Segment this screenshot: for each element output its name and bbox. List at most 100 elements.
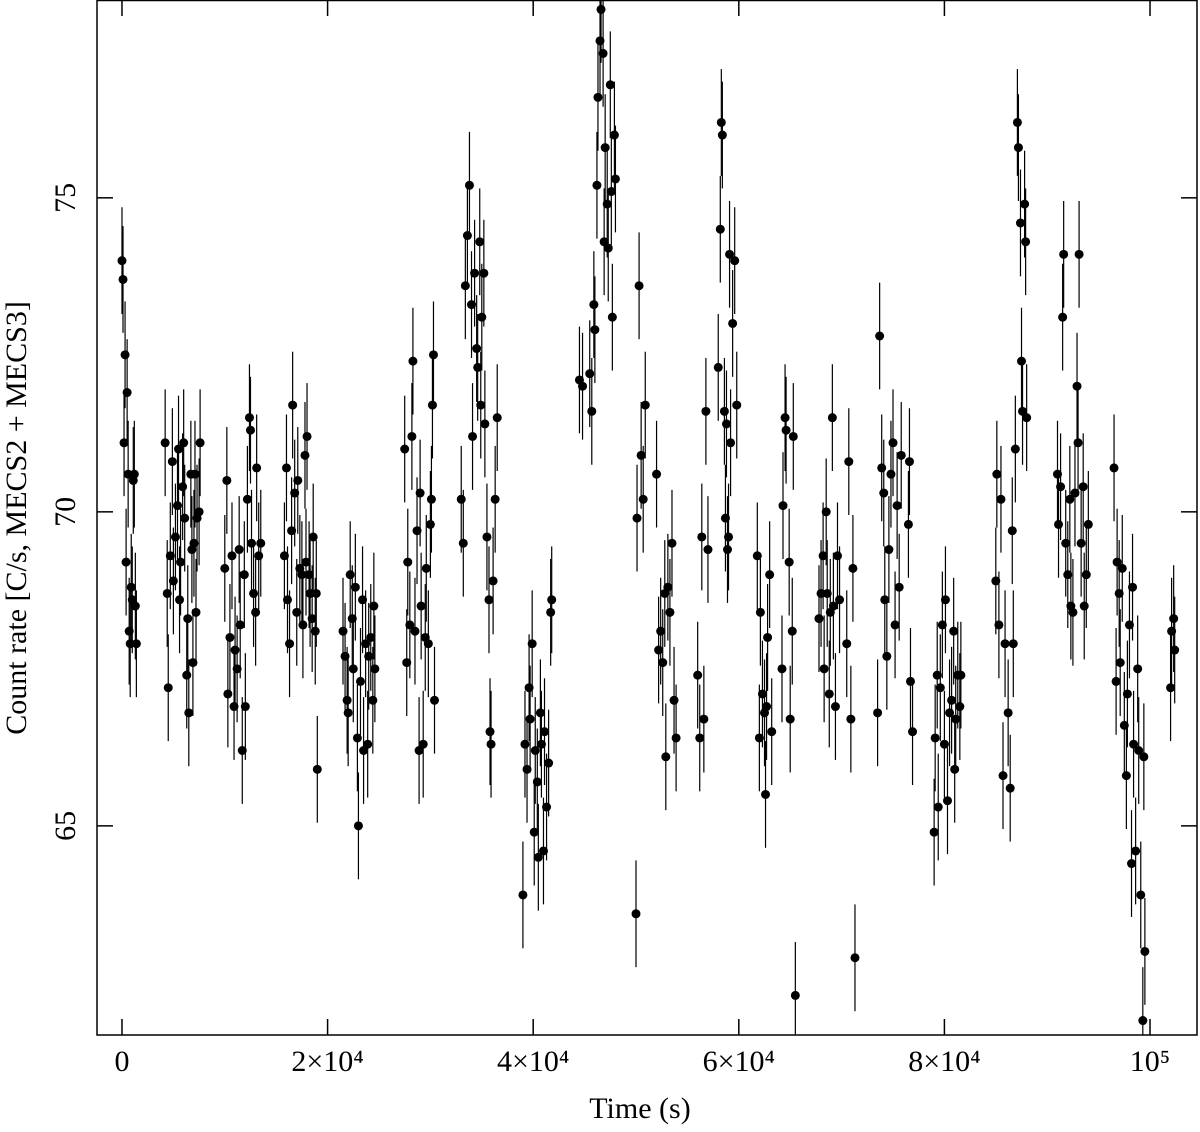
- data-point: [227, 551, 237, 561]
- data-point: [425, 519, 435, 529]
- data-point: [1007, 526, 1017, 536]
- data-point: [117, 256, 127, 266]
- data-point: [763, 632, 773, 642]
- data-point: [1115, 658, 1125, 668]
- data-point: [304, 570, 314, 580]
- data-point: [780, 413, 790, 423]
- data-point: [421, 563, 431, 573]
- data-point: [477, 312, 487, 322]
- x-tick-label: 0: [114, 1045, 129, 1078]
- data-point: [634, 281, 644, 291]
- data-point: [903, 519, 913, 529]
- data-point: [578, 381, 588, 391]
- data-point: [473, 362, 483, 372]
- data-point: [160, 438, 170, 448]
- data-point: [695, 733, 705, 743]
- data-point: [482, 532, 492, 542]
- data-point: [693, 670, 703, 680]
- data-point: [991, 576, 1001, 586]
- data-point: [484, 595, 494, 605]
- data-point: [1008, 639, 1018, 649]
- data-point: [234, 545, 244, 555]
- data-point: [418, 739, 428, 749]
- data-point: [1059, 249, 1069, 259]
- data-point: [699, 714, 709, 724]
- data-point: [184, 708, 194, 718]
- data-point: [713, 362, 723, 372]
- data-point: [939, 739, 949, 749]
- data-point: [951, 714, 961, 724]
- data-point: [842, 639, 852, 649]
- data-point: [994, 620, 1004, 630]
- data-point: [242, 494, 252, 504]
- data-point: [352, 733, 362, 743]
- data-point: [311, 588, 321, 598]
- data-point: [667, 538, 677, 548]
- data-point: [894, 582, 904, 592]
- data-point: [937, 620, 947, 630]
- data-point: [1169, 614, 1179, 624]
- data-point: [755, 607, 765, 617]
- data-point: [300, 450, 310, 460]
- data-point: [730, 256, 740, 266]
- data-point: [366, 632, 376, 642]
- data-point: [1010, 444, 1020, 454]
- data-point: [589, 300, 599, 310]
- data-point: [426, 494, 436, 504]
- data-point: [1063, 570, 1073, 580]
- data-point: [525, 714, 535, 724]
- data-point: [190, 469, 200, 479]
- data-point: [368, 695, 378, 705]
- x-tick-label: 2×10⁴: [291, 1045, 363, 1078]
- data-point: [654, 645, 664, 655]
- data-point: [726, 438, 736, 448]
- data-point: [1070, 488, 1080, 498]
- data-point: [180, 513, 190, 523]
- data-point: [179, 438, 189, 448]
- data-point: [950, 764, 960, 774]
- data-point: [701, 406, 711, 416]
- data-point: [292, 607, 302, 617]
- data-point: [1170, 645, 1180, 655]
- data-point: [992, 469, 1002, 479]
- data-point: [252, 463, 262, 473]
- data-point: [245, 425, 255, 435]
- data-point: [873, 708, 883, 718]
- data-point: [223, 689, 233, 699]
- data-point: [1078, 482, 1088, 492]
- data-point: [350, 582, 360, 592]
- data-point: [297, 570, 307, 580]
- data-point: [518, 890, 528, 900]
- data-point: [757, 689, 767, 699]
- data-point: [1124, 620, 1134, 630]
- data-point: [485, 727, 495, 737]
- data-point: [476, 400, 486, 410]
- data-point: [996, 494, 1006, 504]
- data-point: [752, 551, 762, 561]
- data-point: [220, 563, 230, 573]
- data-point: [225, 632, 235, 642]
- data-point: [778, 501, 788, 511]
- data-point: [486, 739, 496, 749]
- data-point: [1128, 582, 1138, 592]
- data-point: [307, 614, 317, 624]
- data-point: [293, 475, 303, 485]
- data-point: [1015, 218, 1025, 228]
- data-point: [724, 532, 734, 542]
- data-point: [754, 733, 764, 743]
- data-point: [430, 695, 440, 705]
- y-tick-label: 65: [49, 811, 82, 841]
- data-point: [458, 538, 468, 548]
- data-point: [191, 607, 201, 617]
- data-point: [361, 639, 371, 649]
- data-point: [609, 130, 619, 140]
- data-point: [240, 702, 250, 712]
- data-point: [602, 199, 612, 209]
- data-point: [123, 469, 133, 479]
- data-point: [131, 639, 141, 649]
- data-point: [717, 130, 727, 140]
- data-point: [343, 708, 353, 718]
- data-point: [533, 852, 543, 862]
- data-point: [1061, 538, 1071, 548]
